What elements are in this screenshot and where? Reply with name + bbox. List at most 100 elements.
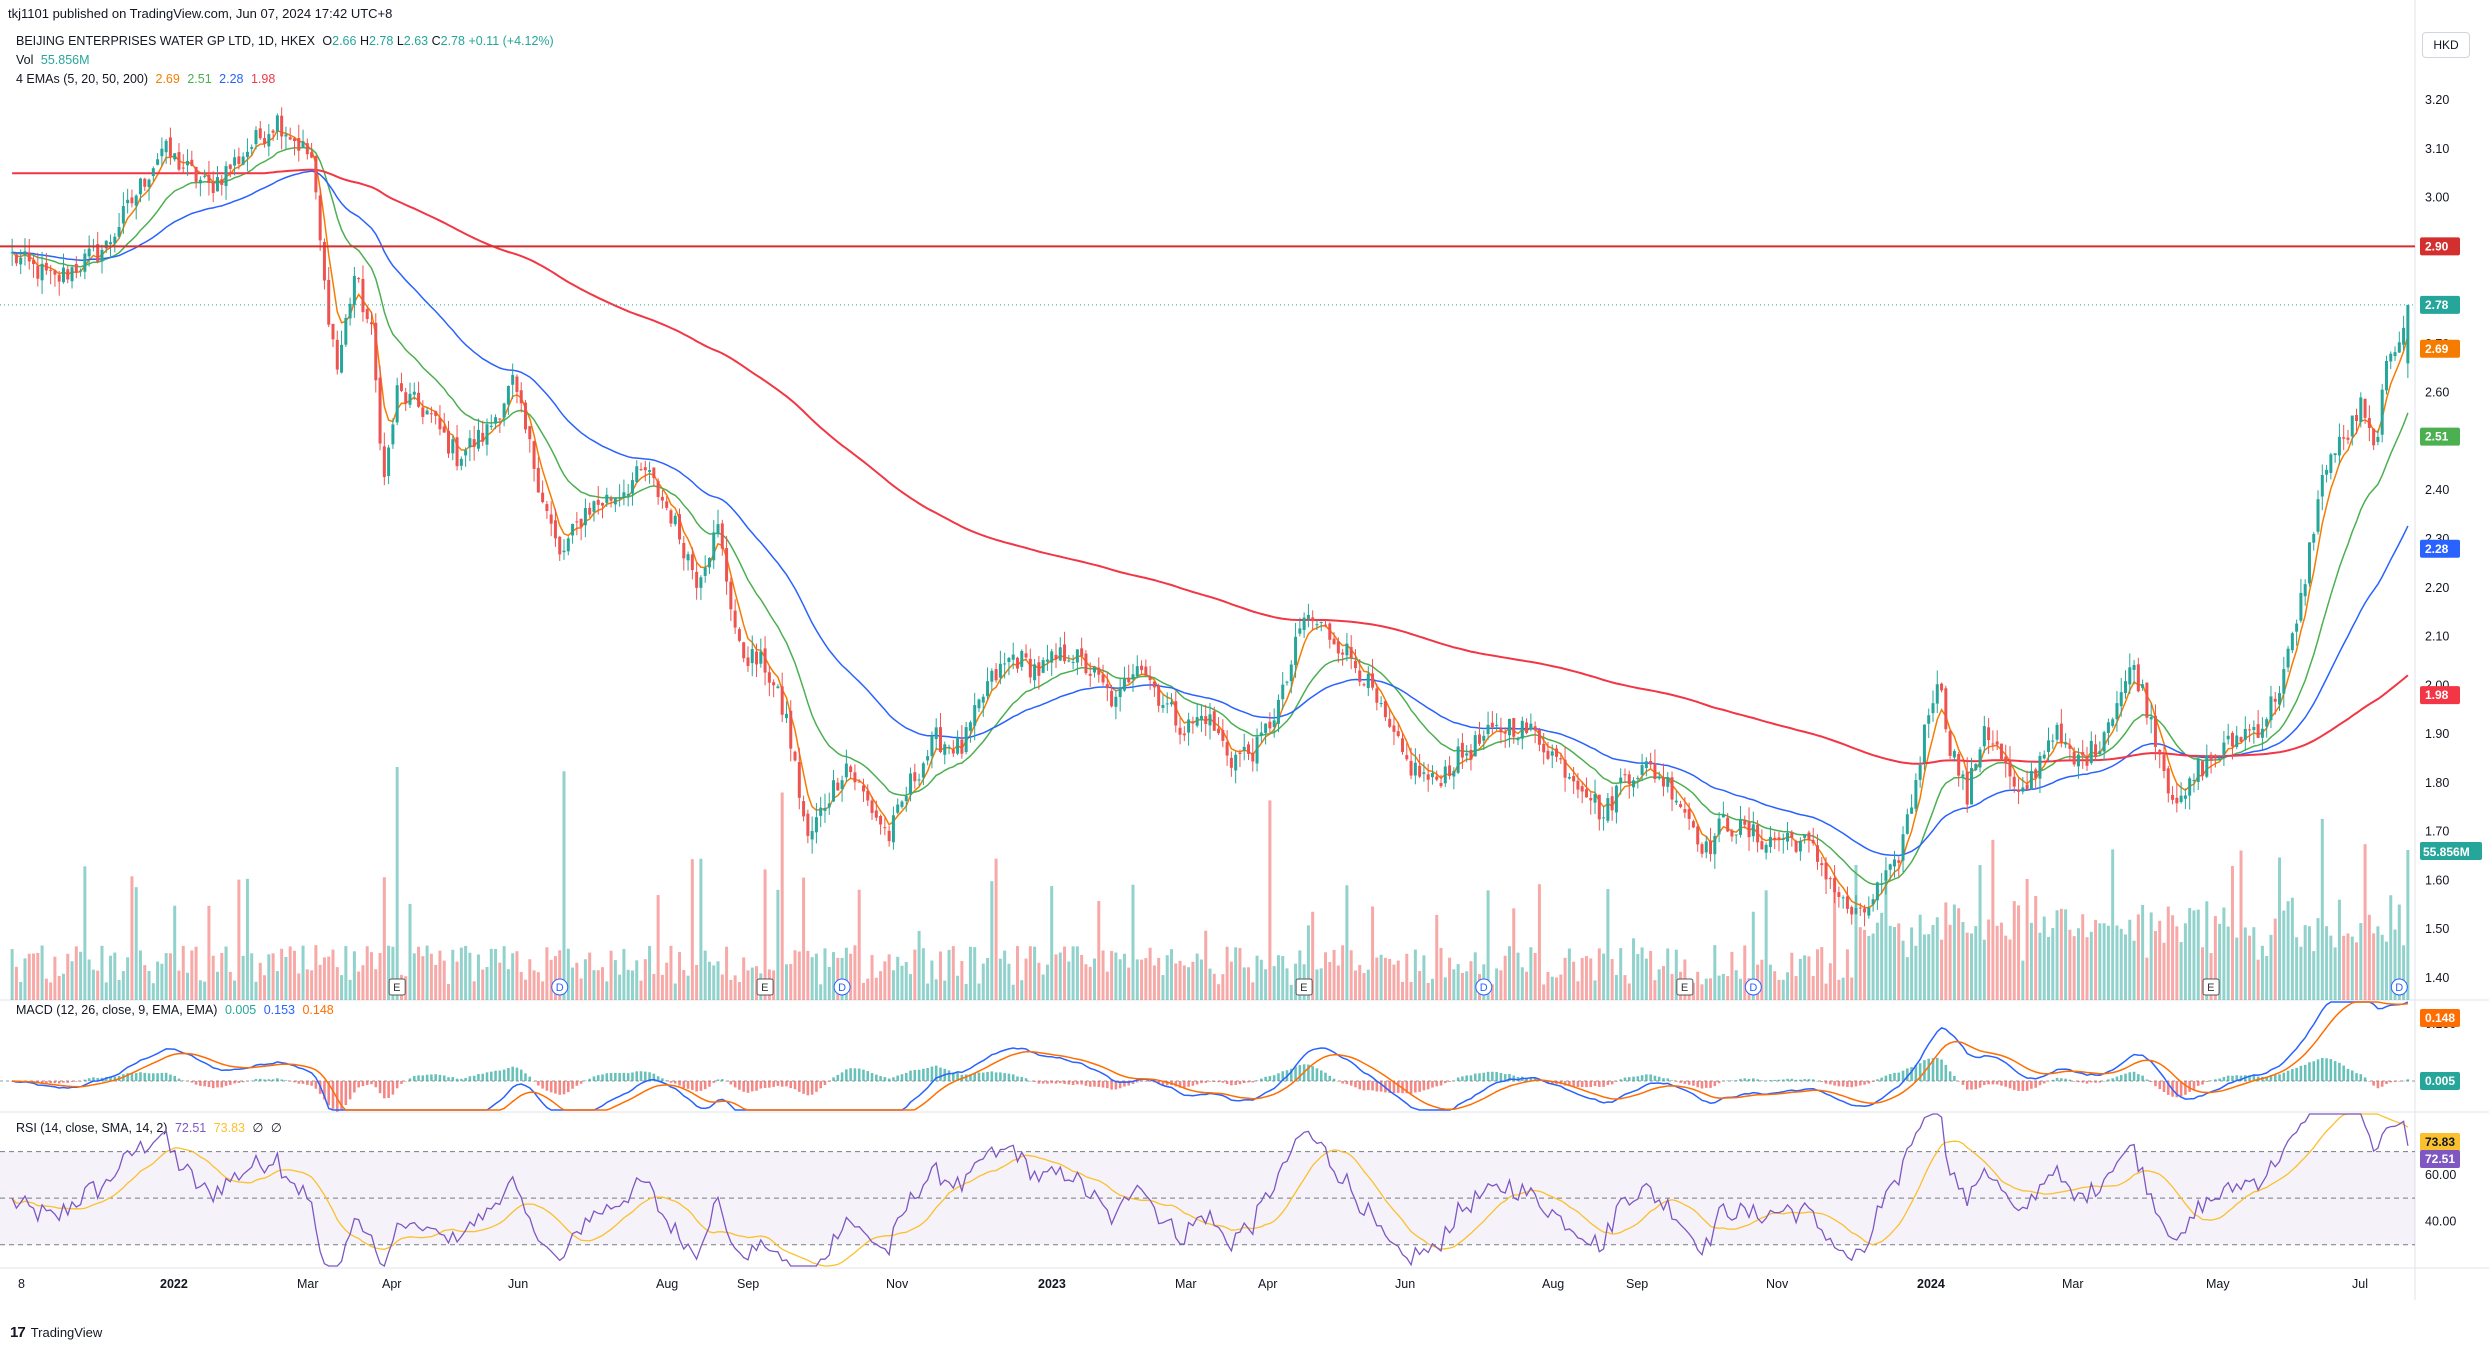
candle-body [656,480,660,498]
candle-body [1974,763,1978,771]
volume-bar [190,950,194,1000]
candle-body [44,262,48,271]
candle-body [2363,398,2367,418]
candle-body [331,323,335,340]
candle-body [1760,841,1764,850]
volume-bar [1738,978,1742,1000]
volume-bar [245,878,249,1000]
volume-bar [2213,916,2217,1000]
candle-body [2273,698,2277,702]
candle-body [938,727,942,753]
candle-body [874,810,878,818]
macd-hist-bar [1615,1081,1618,1082]
candle-body [2089,740,2093,764]
macd-hist-bar [2222,1077,2226,1081]
macd-hist-bar [1422,1081,1426,1091]
volume-bar [156,961,160,1000]
macd-hist-bar [1367,1081,1370,1091]
ema-label: 4 EMAs (5, 20, 50, 200) [16,72,149,86]
volume-row[interactable]: Vol 55.856M [16,51,554,70]
volume-bar [288,946,292,1000]
volume-bar [1191,961,1195,1000]
candle-body [575,521,579,523]
candle-body [2384,361,2388,391]
macd-hist-bar [892,1077,895,1081]
macd-hist-bar [498,1070,502,1081]
volume-bar [1063,946,1067,1000]
volume-bar [669,945,673,1000]
macd-hist-bar [1054,1081,1058,1084]
rsi-ma-tag-bg [2420,1133,2460,1151]
candle-body [1110,690,1114,707]
volume-bar [750,967,754,1000]
rsi-legend[interactable]: RSI (14, close, SMA, 14, 2) 72.51 73.83 … [16,1120,286,1135]
candle-body [545,504,549,511]
ema-row[interactable]: 4 EMAs (5, 20, 50, 200) 2.69 2.51 2.28 1… [16,70,554,89]
volume-bar [1520,967,1524,1000]
candle-body [40,263,44,281]
candle-body [429,413,433,415]
candle-body [725,547,729,582]
macd-hist-bar [194,1081,198,1085]
candle-body [2372,428,2376,446]
macd-hist-bar [383,1081,386,1099]
candle-body [1251,752,1255,762]
candle-body [1033,664,1037,681]
volume-value: 55.856M [40,53,90,67]
candle-body [14,254,18,264]
candle-body [626,493,630,496]
macd-hist-bar [2380,1081,2384,1087]
macd-hist-bar [1803,1079,1806,1081]
symbol-name[interactable]: BEIJING ENTERPRISES WATER GP LTD, 1D, HK… [16,34,315,48]
macd-hist-bar [562,1081,566,1095]
macd-hist-bar [181,1080,185,1081]
macd-hist-bar [2025,1081,2029,1091]
volume-bar [1786,972,1790,1000]
volume-bar [1015,946,1019,1000]
macd-hist-bar [1414,1081,1417,1093]
volume-bar [1396,960,1400,1000]
volume-bar [874,977,878,1000]
candle-body [1264,723,1268,733]
candle-body [1987,727,1991,741]
volume-bar [1619,948,1623,1000]
candle-body [1507,718,1511,736]
candle-body [1067,660,1071,662]
candle-body [2226,735,2230,740]
volume-bar [1058,952,1062,1000]
macd-hist-bar [2346,1068,2350,1081]
macd-hist-bar [430,1074,433,1081]
currency-button[interactable]: HKD [2422,32,2470,58]
volume-bar [1589,958,1593,1000]
volume-bar [1961,921,1965,1000]
volume-bar [1486,890,1490,1000]
macd-hist-bar [2085,1081,2089,1084]
volume-bar [1247,967,1250,1000]
candle-body [1050,651,1054,663]
candle-body [1195,717,1199,726]
candle-body [1691,821,1695,828]
volume-bar [2089,931,2093,1000]
volume-bar [404,976,408,1000]
macd-hist-bar [549,1081,553,1093]
volume-bar [254,981,258,1000]
volume-bar [275,971,279,1000]
volume-bar [1041,974,1045,1000]
candle-body [532,441,536,469]
volume-bar [1576,981,1580,1000]
volume-bar [1349,950,1353,1000]
candle-body [468,438,472,448]
macd-hist-bar [2192,1081,2196,1090]
volume-bar [258,962,262,1000]
volume-bar [1828,963,1832,1000]
macd-legend[interactable]: MACD (12, 26, close, 9, EMA, EMA) 0.005 … [16,1003,338,1017]
volume-bar [1114,952,1118,1000]
macd-hist-bar [378,1081,382,1094]
ema-tag-20-bg [2420,427,2460,446]
macd-hist-bar [1396,1081,1400,1093]
dividend-marker [833,978,851,996]
volume-bar [1999,922,2003,1000]
macd-hist-bar [1983,1081,1986,1085]
macd-hist-bar [2273,1074,2277,1081]
